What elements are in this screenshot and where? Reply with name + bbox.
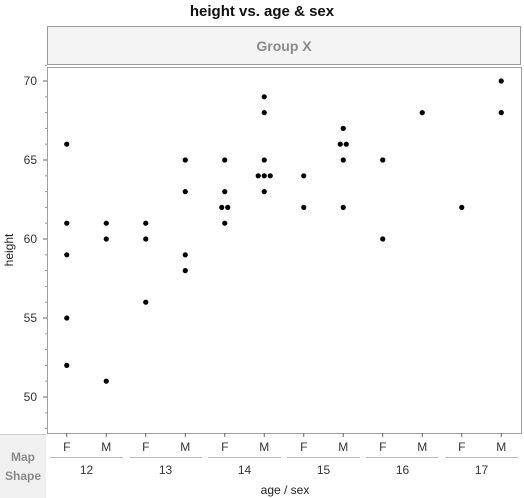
- data-point[interactable]: [143, 299, 149, 305]
- data-point[interactable]: [419, 110, 425, 116]
- data-point[interactable]: [103, 378, 109, 384]
- data-point[interactable]: [498, 110, 504, 116]
- y-tick-label: 60: [24, 232, 38, 246]
- data-point[interactable]: [182, 252, 188, 258]
- data-point[interactable]: [182, 189, 188, 195]
- x-tick-label-sex: F: [458, 440, 465, 454]
- data-point[interactable]: [103, 220, 109, 226]
- x-tick-label-sex: M: [180, 440, 190, 454]
- data-point[interactable]: [261, 110, 267, 116]
- data-point[interactable]: [498, 78, 504, 84]
- data-point[interactable]: [103, 236, 109, 242]
- data-point[interactable]: [222, 189, 228, 195]
- data-point[interactable]: [255, 173, 261, 179]
- group-x-dropzone[interactable]: Group X: [47, 26, 521, 65]
- data-point[interactable]: [340, 157, 346, 163]
- data-point[interactable]: [64, 141, 70, 147]
- x-tick-label-sex: F: [221, 440, 228, 454]
- x-axis-title: age / sex: [261, 483, 310, 497]
- x-tick-label-age: 15: [317, 463, 331, 477]
- data-point[interactable]: [267, 173, 273, 179]
- x-tick-label-sex: M: [496, 440, 506, 454]
- y-tick-label: 55: [24, 311, 38, 325]
- data-point[interactable]: [337, 141, 343, 147]
- data-point[interactable]: [340, 125, 346, 131]
- data-point[interactable]: [459, 204, 465, 210]
- data-point[interactable]: [64, 315, 70, 321]
- data-point[interactable]: [261, 173, 267, 179]
- x-tick-label-sex: M: [417, 440, 427, 454]
- data-points: [64, 78, 504, 384]
- y-tick-label: 50: [24, 390, 38, 404]
- data-point[interactable]: [380, 157, 386, 163]
- data-point[interactable]: [222, 157, 228, 163]
- data-point[interactable]: [225, 204, 231, 210]
- data-point[interactable]: [301, 204, 307, 210]
- plot-frame: [47, 67, 522, 434]
- y-axis-title: height: [2, 233, 16, 266]
- data-point[interactable]: [301, 173, 307, 179]
- data-point[interactable]: [64, 362, 70, 368]
- x-tick-label-sex: M: [338, 440, 348, 454]
- map-shape-label-1: Map: [11, 449, 35, 464]
- chart-title: height vs. age & sex: [189, 3, 335, 20]
- data-point[interactable]: [64, 220, 70, 226]
- x-tick-label-sex: M: [259, 440, 269, 454]
- data-point[interactable]: [182, 157, 188, 163]
- map-shape-label-2: Shape: [4, 468, 41, 483]
- y-tick-label: 65: [24, 153, 38, 167]
- x-tick-label-age: 14: [238, 463, 252, 477]
- x-tick-label-age: 13: [159, 463, 173, 477]
- y-axis: 50 55 60 65 70: [24, 64, 47, 430]
- data-point[interactable]: [143, 236, 149, 242]
- data-point[interactable]: [143, 220, 149, 226]
- data-point[interactable]: [64, 252, 70, 258]
- data-point[interactable]: [222, 220, 228, 226]
- x-tick-label-age: 12: [80, 463, 94, 477]
- data-point[interactable]: [182, 268, 188, 274]
- data-point[interactable]: [261, 94, 267, 100]
- x-tick-label-sex: M: [101, 440, 111, 454]
- x-tick-label-age: 16: [396, 463, 410, 477]
- map-shape-dropzone[interactable]: Map Shape: [0, 434, 46, 498]
- x-axis: F M F M F M F M F M F M 12 13 14 15 16 17: [50, 433, 518, 477]
- y-tick-label: 70: [24, 74, 38, 88]
- data-point[interactable]: [261, 189, 267, 195]
- x-tick-label-sex: F: [142, 440, 149, 454]
- data-point[interactable]: [380, 236, 386, 242]
- data-point[interactable]: [343, 141, 349, 147]
- x-tick-label-sex: F: [63, 440, 70, 454]
- data-point[interactable]: [340, 204, 346, 210]
- x-tick-label-age: 17: [475, 463, 489, 477]
- data-point[interactable]: [261, 157, 267, 163]
- data-point[interactable]: [219, 204, 225, 210]
- x-tick-label-sex: F: [300, 440, 307, 454]
- x-tick-label-sex: F: [379, 440, 386, 454]
